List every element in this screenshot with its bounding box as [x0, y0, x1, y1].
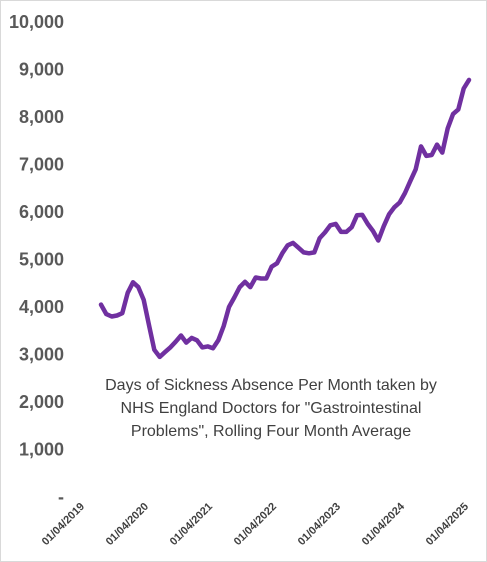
x-tick-label: 01/04/2024 [360, 500, 408, 548]
x-tick-label: 01/04/2025 [424, 501, 471, 548]
y-tick-label: 5,000 [19, 250, 64, 270]
y-tick-label: 10,000 [9, 12, 64, 32]
series-line [98, 77, 472, 360]
y-tick-label: 7,000 [19, 155, 64, 175]
x-tick-label: 01/04/2023 [296, 501, 343, 548]
y-tick-label: 2,000 [19, 392, 64, 412]
y-tick-label: - [58, 487, 64, 507]
y-tick-label: 3,000 [19, 345, 64, 365]
y-tick-label: 8,000 [19, 107, 64, 127]
x-axis: 01/04/2019 01/04/2020 01/04/2021 01/04/2022… [40, 500, 471, 548]
y-axis: - 1,000 2,000 3,000 4,000 5,000 6,000 7,000 8,00… [9, 12, 64, 507]
x-tick-label: 01/04/2022 [232, 501, 279, 548]
y-tick-label: 1,000 [19, 440, 64, 460]
series-group [98, 77, 472, 360]
y-tick-label: 6,000 [19, 202, 64, 222]
y-tick-label: 9,000 [19, 60, 64, 80]
x-tick-label: 01/04/2020 [104, 501, 151, 548]
y-tick-label: 4,000 [19, 297, 64, 317]
x-tick-label: 01/04/2019 [40, 501, 87, 548]
x-tick-label: 01/04/2021 [168, 501, 215, 548]
chart-title: Days of Sickness Absence Per Month taken… [105, 377, 437, 440]
